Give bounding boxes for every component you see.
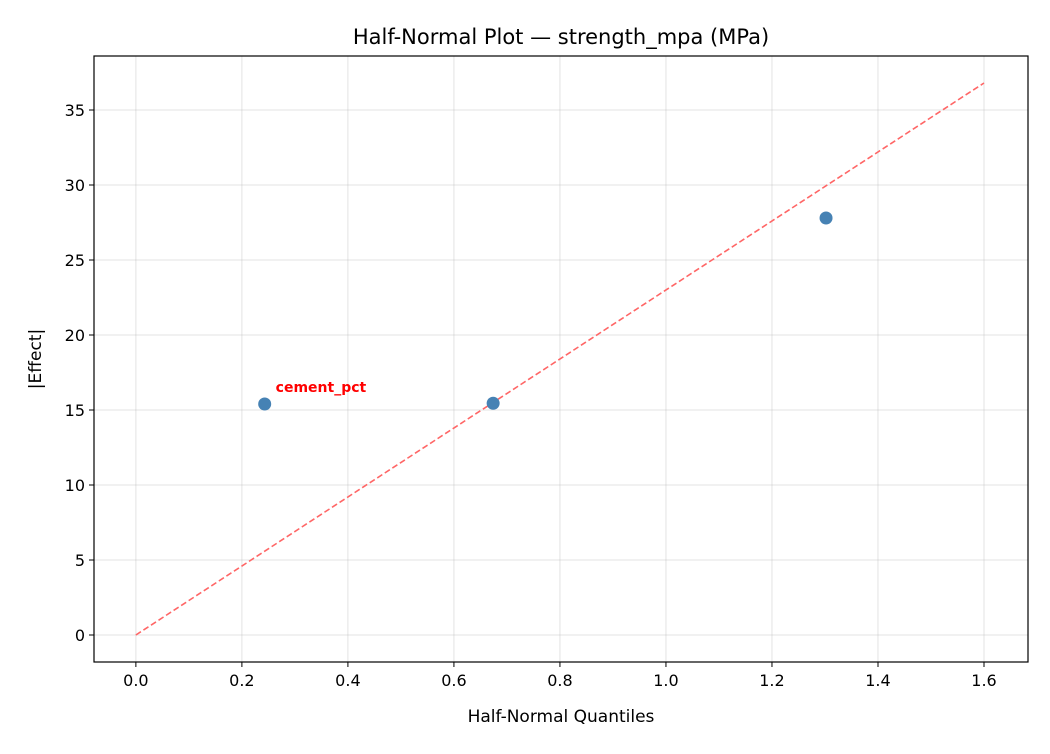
data-point — [258, 397, 272, 411]
reference-line — [135, 82, 985, 636]
y-axis-ticks: 0 5 10 15 20 25 30 35 — [65, 101, 94, 645]
y-tick-label: 15 — [65, 401, 85, 420]
x-tick-label: 0.2 — [229, 671, 254, 690]
y-axis-label: |Effect| — [26, 329, 46, 389]
x-tick-label: 1.2 — [759, 671, 784, 690]
y-tick-label: 25 — [65, 251, 85, 270]
x-tick-label: 1.4 — [865, 671, 890, 690]
x-tick-label: 0.4 — [335, 671, 360, 690]
reference-line-group — [135, 82, 985, 636]
point-label: cement_pct — [276, 380, 367, 396]
y-tick-label: 0 — [75, 626, 85, 645]
chart-title: Half-Normal Plot — strength_mpa (MPa) — [353, 25, 769, 50]
y-tick-label: 20 — [65, 326, 85, 345]
x-tick-label: 1.6 — [971, 671, 996, 690]
y-tick-label: 35 — [65, 101, 85, 120]
x-tick-label: 1.0 — [653, 671, 678, 690]
x-axis-ticks: 0.0 0.2 0.4 0.6 0.8 1.0 1.2 1.4 1.6 — [123, 662, 997, 690]
data-point — [486, 396, 500, 410]
plot-frame — [93, 55, 1029, 663]
y-tick-label: 5 — [75, 551, 85, 570]
x-axis-label: Half-Normal Quantiles — [468, 707, 655, 727]
x-tick-label: 0.6 — [441, 671, 466, 690]
x-tick-label: 0.8 — [547, 671, 572, 690]
points-group: cement_pct — [258, 211, 833, 411]
data-point — [819, 211, 833, 225]
x-tick-label: 0.0 — [123, 671, 148, 690]
y-tick-label: 10 — [65, 476, 85, 495]
y-tick-label: 30 — [65, 176, 85, 195]
